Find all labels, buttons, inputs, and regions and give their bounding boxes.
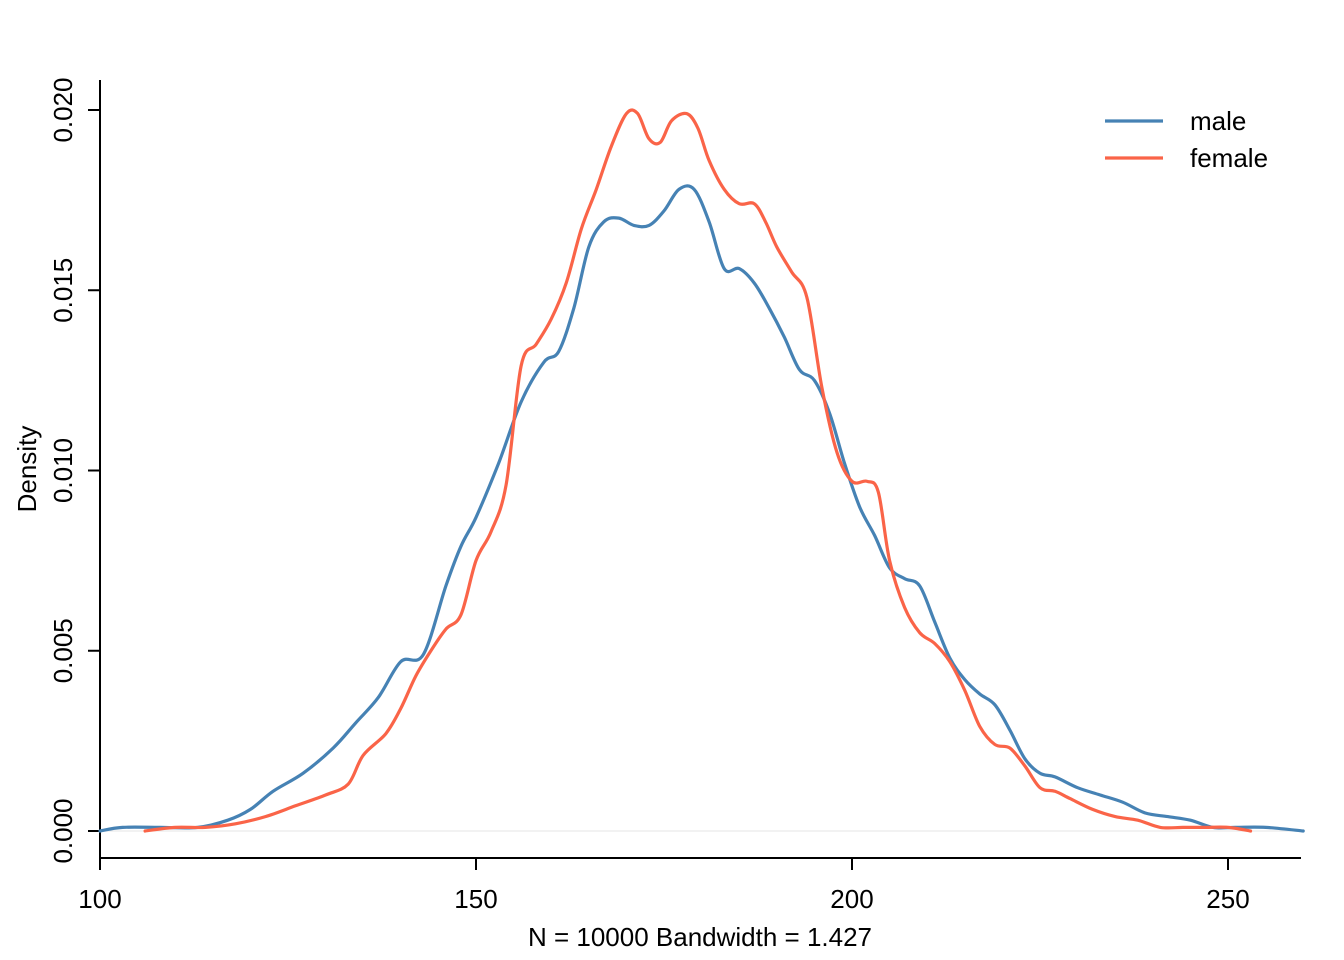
x-axis-ticks: 100 150 200 250 [78, 858, 1250, 914]
series-line-female [143, 108, 1253, 833]
legend: male female [1105, 106, 1268, 173]
y-tick-label: 0.010 [48, 438, 78, 503]
y-tick-label: 0.020 [48, 77, 78, 142]
y-tick-label: 0.015 [48, 258, 78, 323]
series-line-male [98, 184, 1305, 833]
legend-label-female: female [1190, 143, 1268, 173]
legend-label-male: male [1190, 106, 1246, 136]
x-axis-title: N = 10000 Bandwidth = 1.427 [528, 922, 872, 952]
y-tick-label: 0.005 [48, 618, 78, 683]
y-axis-ticks: 0.000 0.005 0.010 0.015 0.020 [48, 77, 100, 864]
series-group [98, 108, 1305, 833]
y-tick-label: 0.000 [48, 798, 78, 863]
y-axis-title: Density [12, 426, 42, 513]
x-tick-label: 100 [78, 884, 121, 914]
x-tick-label: 250 [1206, 884, 1249, 914]
x-tick-label: 150 [454, 884, 497, 914]
x-tick-label: 200 [830, 884, 873, 914]
